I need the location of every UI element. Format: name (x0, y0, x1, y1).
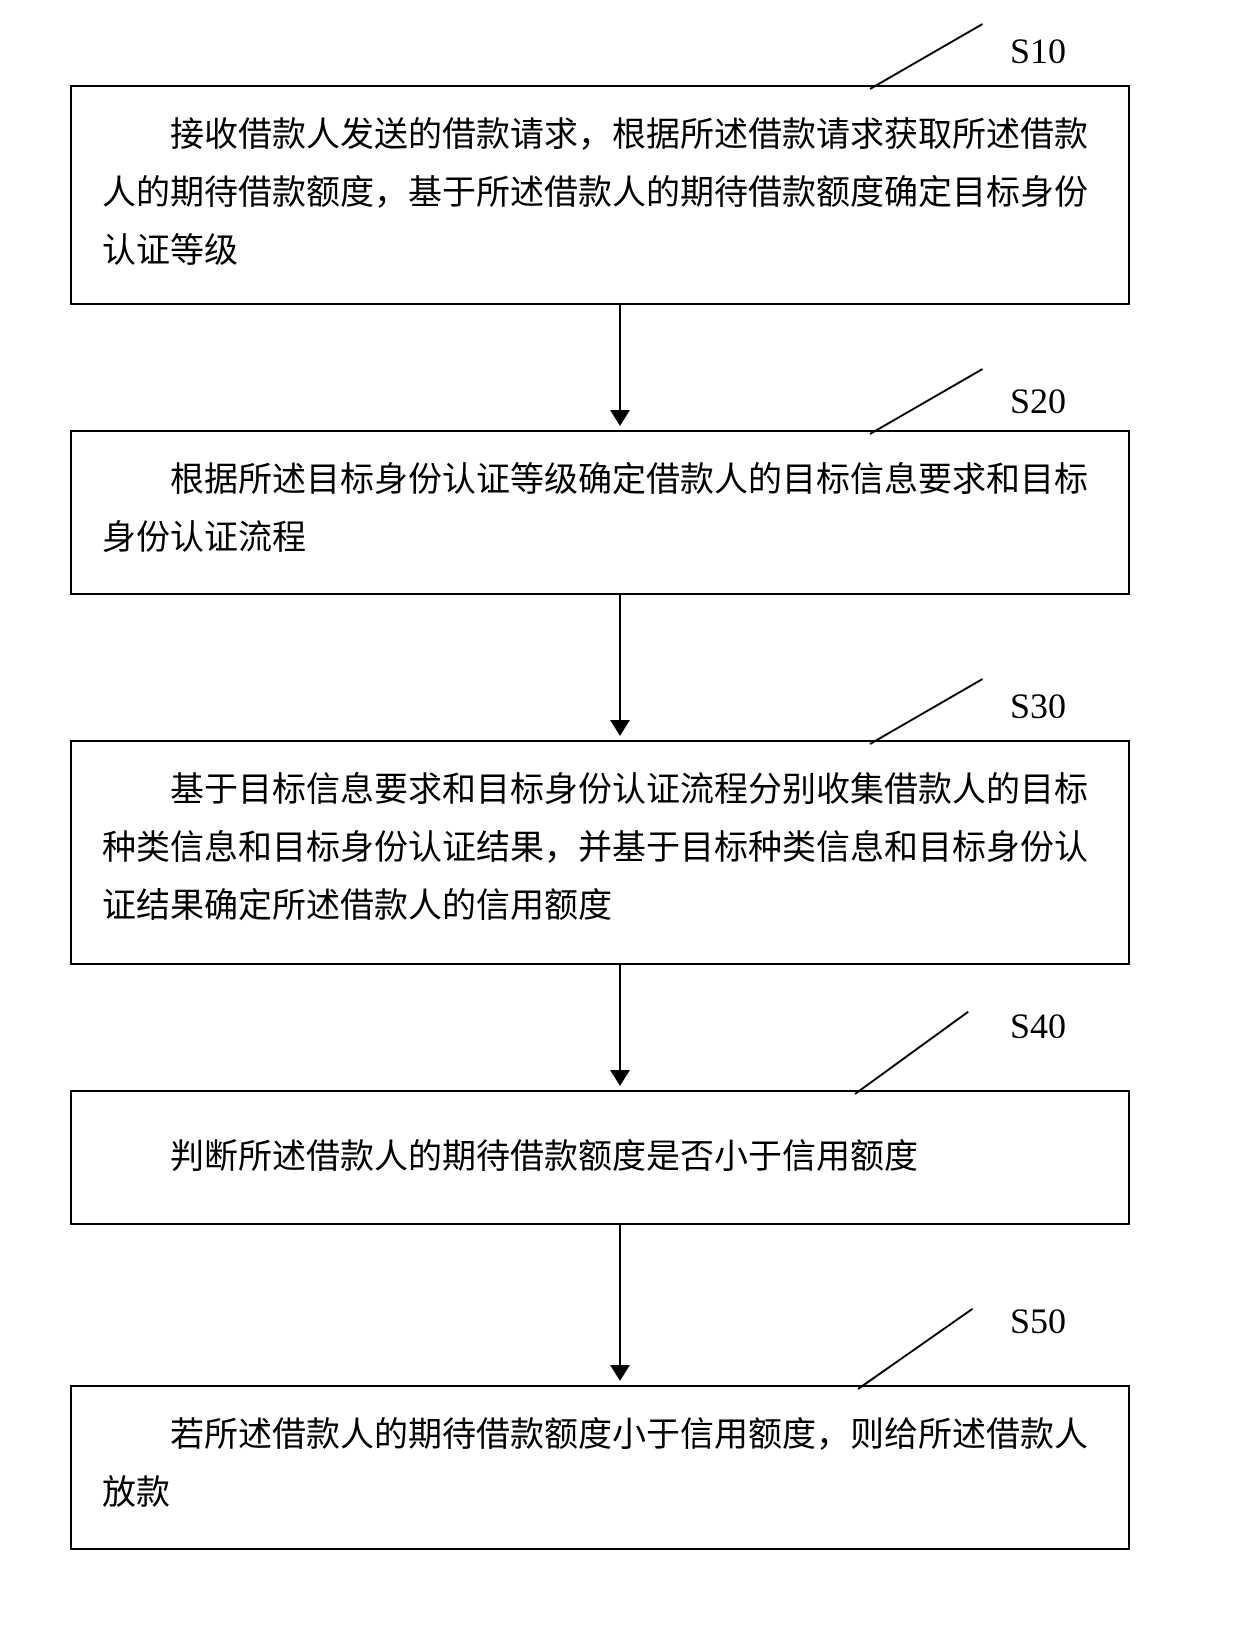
arrow-s20-s30 (619, 595, 621, 720)
step-s10-label: S10 (1010, 30, 1066, 72)
arrow-head-s30-s40 (610, 1070, 630, 1086)
flowchart-container: 接收借款人发送的借款请求，根据所述借款请求获取所述借款人的期待借款额度，基于所述… (0, 0, 1240, 1630)
arrow-s30-s40 (619, 965, 621, 1070)
arrow-head-s20-s30 (610, 720, 630, 736)
arrow-s40-s50 (619, 1225, 621, 1365)
step-s40-label-line (854, 1011, 968, 1095)
flow-step-s10: 接收借款人发送的借款请求，根据所述借款请求获取所述借款人的期待借款额度，基于所述… (70, 85, 1130, 305)
arrow-head-s10-s20 (610, 410, 630, 426)
step-s50-text: 若所述借款人的期待借款额度小于信用额度，则给所述借款人放款 (102, 1407, 1098, 1523)
step-s10-text: 接收借款人发送的借款请求，根据所述借款请求获取所述借款人的期待借款额度，基于所述… (102, 107, 1098, 280)
step-s10-label-line (870, 23, 984, 90)
arrow-head-s40-s50 (610, 1365, 630, 1381)
step-s20-label: S20 (1010, 380, 1066, 422)
step-s40-label: S40 (1010, 1005, 1066, 1047)
flow-step-s20: 根据所述目标身份认证等级确定借款人的目标信息要求和目标身份认证流程 (70, 430, 1130, 595)
step-s50-label-line (857, 1308, 973, 1390)
flow-step-s40: 判断所述借款人的期待借款额度是否小于信用额度 (70, 1090, 1130, 1225)
flow-step-s50: 若所述借款人的期待借款额度小于信用额度，则给所述借款人放款 (70, 1385, 1130, 1550)
step-s50-label: S50 (1010, 1300, 1066, 1342)
step-s30-label: S30 (1010, 685, 1066, 727)
flow-step-s30: 基于目标信息要求和目标身份认证流程分别收集借款人的目标种类信息和目标身份认证结果… (70, 740, 1130, 965)
step-s20-text: 根据所述目标身份认证等级确定借款人的目标信息要求和目标身份认证流程 (102, 452, 1098, 568)
step-s30-text: 基于目标信息要求和目标身份认证流程分别收集借款人的目标种类信息和目标身份认证结果… (102, 762, 1098, 935)
step-s30-label-line (870, 678, 984, 745)
step-s40-text: 判断所述借款人的期待借款额度是否小于信用额度 (102, 1129, 1098, 1187)
arrow-s10-s20 (619, 305, 621, 410)
step-s20-label-line (870, 368, 984, 435)
